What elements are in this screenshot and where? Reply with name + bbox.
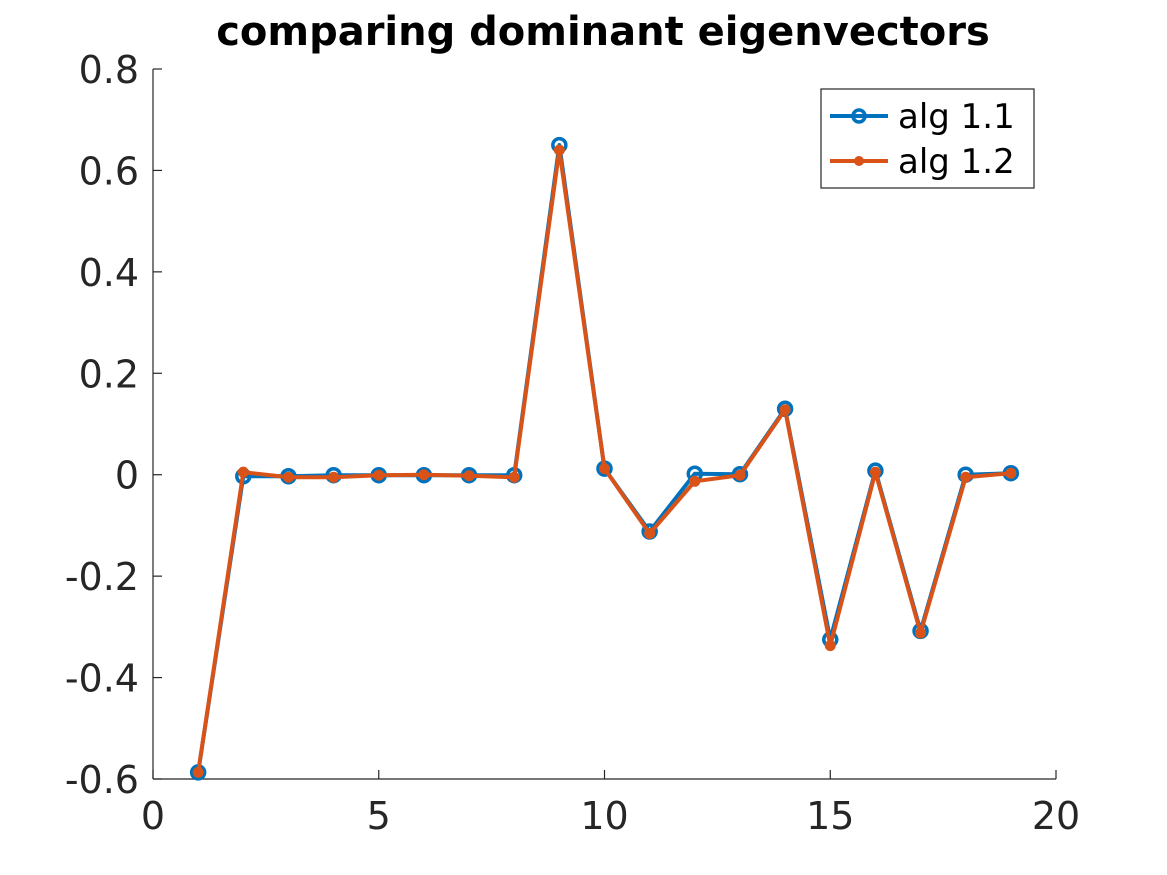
y-tick-label: 0 bbox=[115, 454, 139, 498]
y-tick-label: -0.4 bbox=[65, 657, 139, 701]
data-point bbox=[734, 469, 746, 481]
data-point bbox=[960, 471, 972, 483]
y-tick-label: 0.6 bbox=[79, 149, 139, 193]
x-tick-label: 0 bbox=[141, 794, 165, 838]
data-point bbox=[463, 470, 475, 482]
legend: alg 1.1 alg 1.2 bbox=[820, 88, 1035, 189]
data-point bbox=[282, 471, 294, 483]
series-2 bbox=[192, 144, 1017, 778]
data-point bbox=[644, 528, 656, 540]
series-line bbox=[196, 148, 1012, 773]
y-tick-label: 0.4 bbox=[79, 251, 139, 295]
data-point bbox=[915, 627, 927, 639]
data-point bbox=[553, 144, 565, 156]
legend-box bbox=[820, 88, 1035, 189]
data-point bbox=[328, 471, 340, 483]
x-tick-label: 15 bbox=[806, 794, 854, 838]
legend-marker bbox=[854, 156, 864, 166]
series-layer bbox=[189, 136, 1020, 781]
y-tick-label: -0.2 bbox=[65, 555, 139, 599]
data-point bbox=[824, 640, 836, 652]
data-point bbox=[779, 404, 791, 416]
data-point bbox=[1005, 467, 1017, 479]
data-point bbox=[599, 463, 610, 475]
chart-title: comparing dominant eigenvectors bbox=[216, 9, 990, 55]
data-point bbox=[373, 469, 385, 481]
data-point bbox=[869, 466, 881, 478]
x-tick-label: 5 bbox=[367, 794, 391, 838]
x-tick-label: 10 bbox=[580, 794, 628, 838]
data-point bbox=[237, 466, 249, 478]
axes: 0 5 10 15 20 -0.6 -0.4 -0.2 0 0.2 0.4 0.6 0.8 bbox=[65, 48, 1080, 838]
y-tick-label: -0.6 bbox=[65, 758, 139, 802]
legend-label: alg 1.2 bbox=[898, 142, 1015, 182]
y-tick-label: 0.2 bbox=[79, 352, 139, 396]
data-point bbox=[508, 471, 520, 483]
data-point bbox=[418, 469, 430, 481]
legend-marker bbox=[851, 108, 867, 124]
data-point bbox=[689, 475, 701, 487]
legend-label: alg 1.1 bbox=[898, 97, 1015, 137]
y-tick-label: 0.8 bbox=[79, 48, 139, 92]
x-tick-label: 20 bbox=[1032, 794, 1080, 838]
data-point bbox=[192, 766, 204, 778]
